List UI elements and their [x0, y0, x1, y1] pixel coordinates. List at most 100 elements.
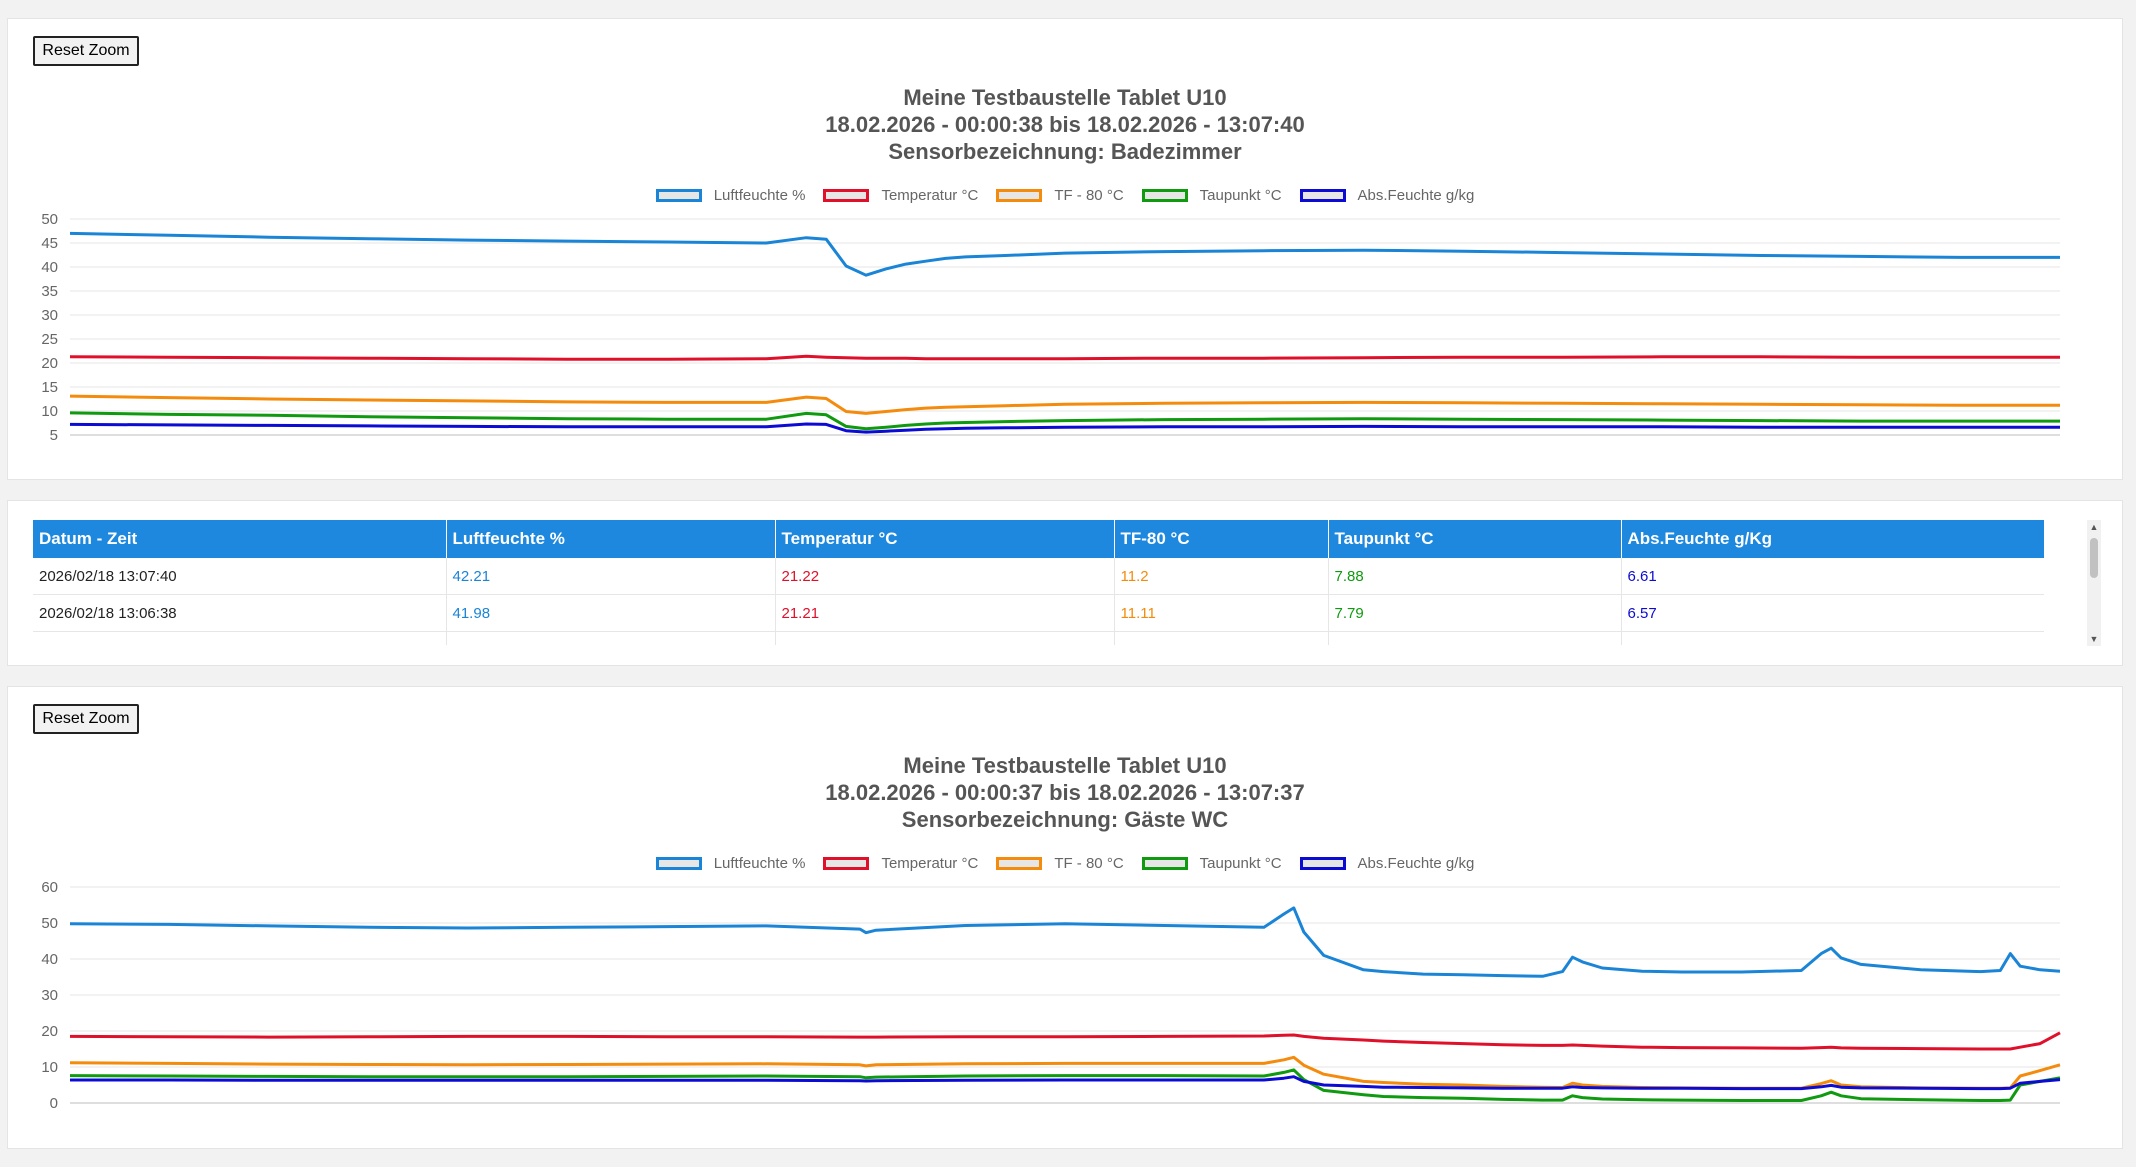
series-line-temperatur-c: [69, 354, 2060, 361]
series-line-temperatur-c: [69, 1031, 2061, 1051]
chart-panel-gaeste-wc: Reset Zoom Meine Testbaustelle Tablet U1…: [7, 686, 2123, 1149]
y-tick-label: 35: [41, 283, 58, 300]
series-line-luftfeuchte: [69, 906, 2061, 978]
chart-legend: Luftfeuchte % Temperatur °C TF - 80 °C T…: [8, 187, 2122, 204]
table-scroll-area[interactable]: Datum - Zeit Luftfeuchte % Temperatur °C…: [33, 520, 2044, 645]
series-line-tf-80-c: [69, 1055, 2061, 1090]
legend-swatch: [823, 189, 870, 202]
y-tick-label: 10: [41, 1059, 58, 1076]
chart-title-line: Meine Testbaustelle Tablet U10: [903, 753, 1227, 778]
cell-temperatur: 21.21: [775, 594, 1115, 632]
y-tick-label: 40: [41, 259, 58, 276]
y-tick-label: 30: [41, 307, 58, 324]
y-tick-label: 25: [41, 331, 58, 348]
cell-tf80: 11.2: [1114, 558, 1329, 595]
legend-swatch: [996, 857, 1043, 870]
cell-taupunkt: 7.79: [1328, 594, 1622, 632]
cell-luftfeuchte: 41.98: [446, 594, 776, 632]
chart-title: Meine Testbaustelle Tablet U10 18.02.202…: [8, 752, 2122, 833]
y-tick-label: 20: [41, 355, 58, 372]
legend-label: Temperatur °C: [881, 855, 979, 872]
table-row: 2026/02/18 13:07:40 42.21 21.22 11.2 7.8…: [33, 558, 2044, 595]
column-header-taupunkt[interactable]: Taupunkt °C: [1328, 520, 1622, 558]
chart-title: Meine Testbaustelle Tablet U10 18.02.202…: [8, 84, 2122, 165]
y-tick-label: 20: [41, 1023, 58, 1040]
series-line-taupunkt-c: [69, 411, 2060, 431]
line-chart-gaeste-wc[interactable]: 60 50 40 30 20 10 0: [8, 687, 2122, 1148]
scroll-up-icon[interactable]: ▲: [2089, 522, 2099, 532]
legend-label: Luftfeuchte %: [713, 187, 806, 204]
legend-label: Taupunkt °C: [1199, 855, 1282, 872]
series-line-taupunkt-c: [69, 1068, 2061, 1102]
legend-label: Temperatur °C: [881, 187, 979, 204]
legend-swatch: [1299, 857, 1346, 870]
y-tick-label: 50: [41, 211, 58, 228]
legend-item-abs-feuchte[interactable]: Abs.Feuchte g/kg: [1299, 855, 1475, 872]
series-line-abs-feuchte-g-kg: [69, 422, 2060, 434]
chart-panel-badezimmer: Reset Zoom Meine Testbaustelle Tablet U1…: [7, 18, 2123, 480]
legend-label: TF - 80 °C: [1054, 187, 1124, 204]
chart-title-line: Meine Testbaustelle Tablet U10: [903, 85, 1227, 110]
table-row: 2026/02/18 13:06:38 41.98 21.21 11.11 7.…: [33, 594, 2044, 632]
legend-swatch: [1141, 857, 1188, 870]
cell-luftfeuchte: 42.21: [446, 558, 776, 595]
data-table: Datum - Zeit Luftfeuchte % Temperatur °C…: [33, 520, 2044, 645]
legend-swatch: [655, 857, 702, 870]
series-line-luftfeuchte: [69, 231, 2060, 277]
y-tick-label: 5: [50, 427, 58, 444]
y-tick-label: 45: [41, 235, 58, 252]
data-table-panel: Datum - Zeit Luftfeuchte % Temperatur °C…: [7, 500, 2123, 666]
y-tick-label: 0: [50, 1095, 58, 1112]
table-header-row: Datum - Zeit Luftfeuchte % Temperatur °C…: [33, 520, 2044, 558]
legend-swatch: [1141, 189, 1188, 202]
scroll-down-icon[interactable]: ▼: [2089, 634, 2099, 644]
legend-item-tf80[interactable]: TF - 80 °C: [996, 855, 1124, 872]
legend-item-tf80[interactable]: TF - 80 °C: [996, 187, 1124, 204]
chart-title-line: Sensorbezeichnung: Badezimmer: [888, 139, 1242, 164]
column-header-temperatur[interactable]: Temperatur °C: [775, 520, 1115, 558]
column-header-tf80[interactable]: TF-80 °C: [1114, 520, 1329, 558]
legend-swatch: [996, 189, 1043, 202]
y-tick-label: 10: [41, 403, 58, 420]
table-row: [33, 631, 2044, 645]
reset-zoom-button[interactable]: Reset Zoom: [33, 36, 139, 66]
column-header-datum[interactable]: Datum - Zeit: [33, 520, 447, 558]
legend-label: Taupunkt °C: [1199, 187, 1282, 204]
legend-item-temperatur[interactable]: Temperatur °C: [823, 187, 978, 204]
scrollbar-thumb[interactable]: [2090, 538, 2098, 578]
cell-datum: 2026/02/18 13:06:38: [33, 594, 447, 632]
legend-label: TF - 80 °C: [1054, 855, 1124, 872]
chart-title-line: 18.02.2026 - 00:00:37 bis 18.02.2026 - 1…: [825, 780, 1305, 805]
column-header-abs-feuchte[interactable]: Abs.Feuchte g/Kg: [1621, 520, 2044, 558]
legend-swatch: [1299, 189, 1346, 202]
chart-title-line: Sensorbezeichnung: Gäste WC: [901, 807, 1229, 832]
cell-taupunkt: 7.88: [1328, 558, 1622, 595]
y-tick-label: 50: [41, 915, 58, 932]
cell-abs-feuchte: 6.61: [1621, 558, 2044, 595]
legend-item-abs-feuchte[interactable]: Abs.Feuchte g/kg: [1299, 187, 1475, 204]
y-tick-label: 60: [41, 879, 58, 896]
y-tick-label: 40: [41, 951, 58, 968]
legend-label: Abs.Feuchte g/kg: [1357, 187, 1475, 204]
column-header-luftfeuchte[interactable]: Luftfeuchte %: [446, 520, 776, 558]
cell-temperatur: 21.22: [775, 558, 1115, 595]
line-chart-badezimmer[interactable]: 50 45 40 35 30 25 20 15 10 5: [8, 19, 2122, 479]
legend-swatch: [823, 857, 870, 870]
legend-swatch: [655, 189, 702, 202]
cell-tf80: 11.11: [1114, 594, 1329, 632]
legend-item-taupunkt[interactable]: Taupunkt °C: [1141, 855, 1282, 872]
legend-item-luftfeuchte[interactable]: Luftfeuchte %: [655, 187, 806, 204]
reset-zoom-button[interactable]: Reset Zoom: [33, 704, 139, 734]
legend-item-luftfeuchte[interactable]: Luftfeuchte %: [655, 855, 806, 872]
legend-label: Luftfeuchte %: [713, 855, 806, 872]
table-scrollbar[interactable]: ▲ ▼: [2087, 520, 2101, 646]
legend-label: Abs.Feuchte g/kg: [1357, 855, 1475, 872]
chart-title-line: 18.02.2026 - 00:00:38 bis 18.02.2026 - 1…: [825, 112, 1305, 137]
chart-legend: Luftfeuchte % Temperatur °C TF - 80 °C T…: [8, 855, 2122, 872]
legend-item-taupunkt[interactable]: Taupunkt °C: [1141, 187, 1282, 204]
y-tick-label: 15: [41, 379, 58, 396]
cell-abs-feuchte: 6.57: [1621, 594, 2044, 632]
series-line-abs-feuchte-g-kg: [70, 1075, 2061, 1091]
legend-item-temperatur[interactable]: Temperatur °C: [823, 855, 978, 872]
cell-datum: 2026/02/18 13:07:40: [33, 558, 447, 595]
